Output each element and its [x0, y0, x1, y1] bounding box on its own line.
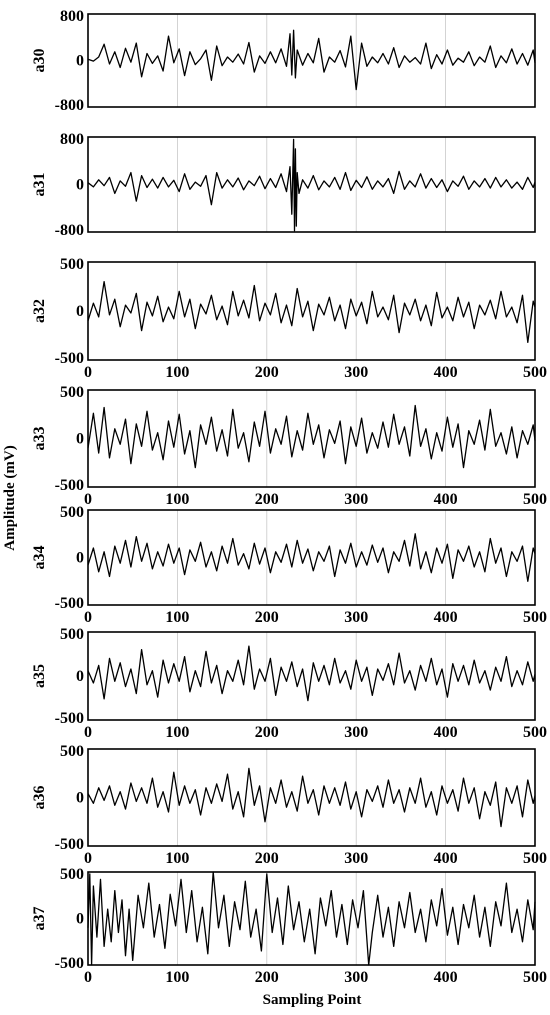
y-tick-label: 0 [76, 177, 84, 194]
y-tick-label: 500 [60, 743, 84, 760]
x-tick-label: 500 [523, 491, 547, 508]
x-tick-label: 300 [344, 491, 368, 508]
x-tick-label: 200 [255, 969, 279, 986]
x-tick-label: 200 [255, 609, 279, 626]
x-axis-label: Sampling Point [263, 992, 362, 1008]
y-tick-label: -500 [55, 836, 84, 853]
x-tick-label: 200 [255, 850, 279, 867]
y-axis-label: Amplitude (mV) [2, 445, 18, 550]
series-line-a33 [87, 404, 536, 469]
x-tick-label: 300 [344, 969, 368, 986]
plot-frame [87, 631, 536, 721]
y-tick-label: -800 [55, 222, 84, 239]
x-tick-label: 500 [523, 850, 547, 867]
x-tick-label: 400 [434, 969, 458, 986]
y-tick-label: 500 [60, 256, 84, 273]
x-tick-label: 500 [523, 724, 547, 741]
y-tick-label: -500 [55, 595, 84, 612]
series-line-a36 [87, 767, 536, 828]
y-tick-label: 0 [76, 53, 84, 70]
series-line-a32 [87, 280, 536, 344]
y-tick-label: 500 [60, 866, 84, 883]
y-tick-label: -500 [55, 955, 84, 972]
plot-frame [87, 136, 536, 233]
x-tick-label: 100 [165, 969, 189, 986]
y-tick-label: -800 [55, 97, 84, 114]
y-tick-label: 0 [76, 550, 84, 567]
panel-label: a37 [31, 907, 48, 931]
x-tick-label: 200 [255, 364, 279, 381]
panel-label: a30 [31, 49, 48, 73]
y-tick-label: -500 [55, 477, 84, 494]
y-tick-label: 500 [60, 504, 84, 521]
x-tick-label: 400 [434, 724, 458, 741]
y-tick-label: -500 [55, 350, 84, 367]
x-tick-label: 0 [84, 850, 92, 867]
panel-label: a31 [31, 173, 48, 197]
x-tick-label: 200 [255, 724, 279, 741]
series-line-a37 [87, 871, 536, 966]
y-tick-label: 500 [60, 626, 84, 643]
plot-frame [87, 509, 536, 606]
x-tick-label: 400 [434, 609, 458, 626]
x-tick-label: 100 [165, 724, 189, 741]
y-tick-label: 0 [76, 790, 84, 807]
x-tick-label: 0 [84, 724, 92, 741]
y-tick-label: 0 [76, 431, 84, 448]
panel-label: a36 [31, 786, 48, 810]
x-tick-label: 300 [344, 364, 368, 381]
x-tick-label: 0 [84, 609, 92, 626]
y-tick-label: 800 [60, 8, 84, 25]
plot-frame [87, 389, 536, 488]
x-tick-label: 400 [434, 491, 458, 508]
panel-label: a34 [31, 546, 48, 570]
x-tick-label: 500 [523, 364, 547, 381]
panel-a30: 800 0 -800 a30 [31, 8, 536, 114]
x-tick-label: 100 [165, 491, 189, 508]
x-tick-label: 300 [344, 850, 368, 867]
panel-label: a35 [31, 664, 48, 688]
x-tick-label: 400 [434, 364, 458, 381]
x-tick-label: 200 [255, 491, 279, 508]
y-tick-label: 0 [76, 668, 84, 685]
plot-frame [87, 748, 536, 847]
y-tick-label: 800 [60, 131, 84, 148]
x-tick-label: 300 [344, 724, 368, 741]
x-tick-label: 300 [344, 609, 368, 626]
plot-frame [87, 261, 536, 361]
x-tick-label: 0 [84, 969, 92, 986]
y-tick-label: 0 [76, 911, 84, 928]
series-line-a31 [87, 138, 536, 232]
x-tick-label: 100 [165, 364, 189, 381]
panel-a31: 800 0 -800 a31 [31, 131, 536, 239]
y-tick-label: 500 [60, 384, 84, 401]
x-tick-label: 400 [434, 850, 458, 867]
plot-frame [87, 13, 536, 108]
x-tick-label: 0 [84, 491, 92, 508]
y-tick-label: -500 [55, 710, 84, 727]
x-tick-label: 100 [165, 609, 189, 626]
series-line-a34 [87, 533, 536, 582]
x-tick-label: 500 [523, 609, 547, 626]
y-tick-label: 0 [76, 303, 84, 320]
series-line-a30 [87, 29, 536, 91]
x-tick-label: 500 [523, 969, 547, 986]
x-tick-label: 0 [84, 364, 92, 381]
x-tick-label: 100 [165, 850, 189, 867]
panel-label: a32 [31, 299, 48, 323]
panel-label: a33 [31, 427, 48, 451]
series-line-a35 [87, 645, 536, 702]
plot-frame [87, 871, 536, 966]
